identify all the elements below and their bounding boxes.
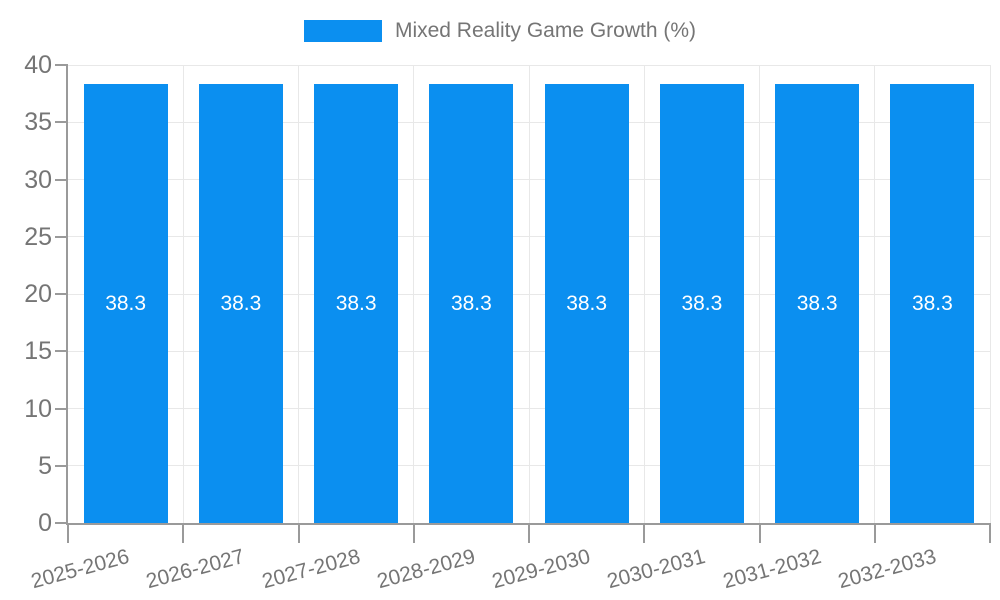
legend-title: Mixed Reality Game Growth (%) [394, 19, 697, 42]
x-tick [528, 523, 530, 543]
bar[interactable]: 38.3 [659, 84, 744, 523]
x-gridline [643, 65, 645, 523]
y-tick-label: 10 [24, 394, 52, 423]
y-tick-label: 25 [24, 222, 52, 251]
y-tick [55, 64, 68, 66]
bar[interactable]: 38.3 [83, 84, 168, 523]
x-tick-label: 2029-2030 [489, 544, 593, 594]
x-tick [989, 523, 991, 543]
y-tick-label: 15 [24, 337, 52, 366]
x-gridline [413, 65, 415, 523]
bar-value-label: 38.3 [566, 291, 608, 315]
y-tick-label: 20 [24, 280, 52, 308]
x-tick [412, 523, 415, 543]
x-gridline [874, 65, 876, 523]
bar-value-label: 38.3 [796, 291, 838, 315]
y-tick [55, 293, 68, 295]
x-tick-label: 2027-2028 [259, 544, 363, 594]
bar[interactable]: 38.3 [198, 84, 283, 523]
x-tick-label: 2026-2027 [144, 544, 248, 594]
x-tick-label: 2030-2031 [605, 544, 709, 594]
y-tick-label: 35 [24, 108, 52, 137]
y-tick [55, 464, 68, 467]
x-tick [297, 523, 300, 543]
bar-value-label: 38.3 [335, 291, 377, 315]
y-tick [55, 235, 68, 238]
x-gridline [528, 65, 530, 523]
bar[interactable]: 38.3 [775, 84, 860, 523]
bar[interactable]: 38.3 [544, 84, 629, 523]
x-gridline [759, 65, 760, 523]
x-tick-label: 2025-2026 [28, 544, 132, 594]
x-tick [873, 523, 876, 543]
x-tick-label: 2028-2029 [374, 544, 478, 594]
bar[interactable]: 38.3 [890, 84, 975, 523]
y-tick-label: 5 [38, 451, 52, 480]
x-tick [67, 523, 69, 543]
bar[interactable]: 38.3 [429, 84, 514, 523]
y-tick [55, 350, 68, 353]
bar-value-label: 38.3 [105, 291, 147, 315]
x-tick-label: 2031-2032 [720, 544, 824, 594]
y-tick [55, 407, 68, 410]
legend-swatch [303, 20, 382, 42]
bar-value-label: 38.3 [450, 291, 492, 315]
y-tick-label: 40 [24, 51, 52, 79]
x-gridline [298, 65, 299, 523]
y-tick [55, 178, 68, 181]
bar-value-label: 38.3 [220, 291, 262, 315]
y-tick [55, 522, 68, 524]
x-gridline [989, 65, 991, 523]
y-tick [55, 121, 68, 124]
x-tick-label: 2032-2033 [835, 544, 939, 594]
x-tick [182, 523, 185, 543]
y-tick-label: 30 [24, 165, 52, 194]
x-gridline [182, 65, 184, 523]
bar[interactable]: 38.3 [314, 84, 399, 523]
bar-value-label: 38.3 [681, 291, 723, 315]
x-tick [758, 523, 761, 543]
bar-value-label: 38.3 [911, 291, 953, 315]
legend[interactable]: Mixed Reality Game Growth (%) [0, 19, 1000, 43]
y-tick-label: 0 [38, 509, 52, 537]
x-tick [643, 523, 646, 543]
